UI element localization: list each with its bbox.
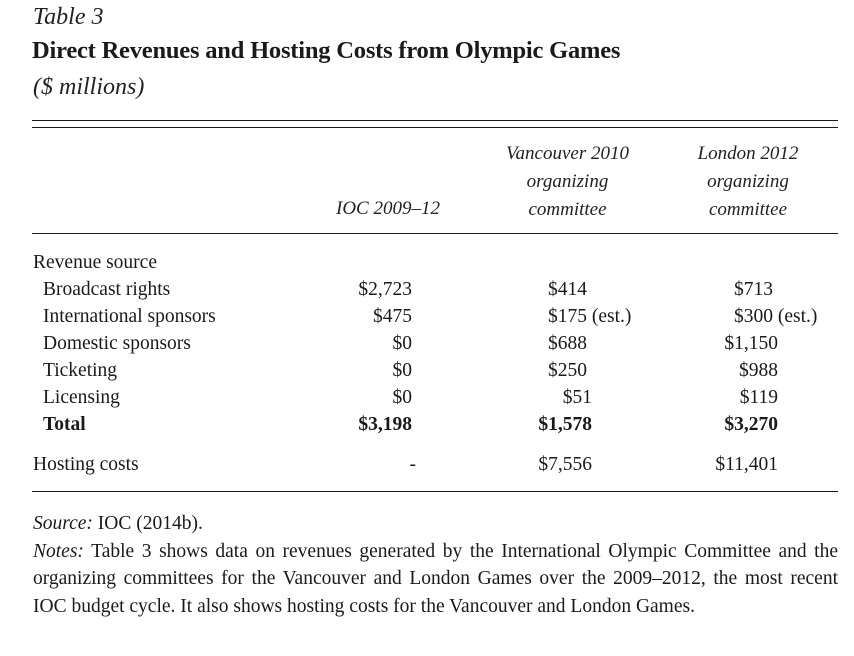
cell-london: $988 — [739, 360, 778, 381]
cell-ioc: $475 — [373, 306, 412, 327]
cell-vancouver: $414 — [548, 279, 587, 300]
cell-ioc: $0 — [392, 387, 413, 408]
column-header-london: London 2012 organizing committee — [668, 140, 828, 224]
cell-london: $1,150 — [724, 333, 778, 354]
cell-vancouver: $51 — [562, 387, 592, 408]
column-header-london-line-3: committee — [708, 199, 788, 220]
source-text: IOC (2014b). — [92, 513, 203, 534]
table-title: Direct Revenues and Hosting Costs from O… — [32, 37, 621, 64]
cell-ioc: $2,723 — [358, 279, 412, 300]
column-header-ioc-line-1: IOC 2009–12 — [336, 198, 440, 219]
notes-label: Notes: — [33, 540, 84, 562]
row-label: Domestic sponsors — [43, 333, 191, 354]
source-note: Source: IOC (2014b). — [33, 510, 838, 538]
row-label: Broadcast rights — [43, 279, 171, 300]
column-header-vancouver-line-2: organizing — [526, 171, 609, 192]
table-units: ($ millions) — [33, 74, 145, 100]
cell-vancouver: $175 (est.) — [548, 306, 632, 327]
section-label-revenue-source: Revenue source — [33, 252, 157, 273]
cell-london: $713 — [734, 279, 773, 300]
notes-paragraph: Notes: Table 3 shows data on revenues ge… — [33, 538, 838, 621]
column-header-vancouver: Vancouver 2010 organizing committee — [480, 140, 655, 224]
cell-ioc: $0 — [392, 360, 413, 381]
header-rule — [32, 233, 838, 234]
row-label: International sponsors — [43, 306, 216, 327]
cell-ioc: $0 — [392, 333, 413, 354]
table-label: Table 3 — [33, 4, 104, 30]
cell-vancouver: $250 — [548, 360, 587, 381]
row-label: Ticketing — [43, 360, 118, 381]
hosting-vancouver: $7,556 — [538, 454, 592, 475]
hosting-costs-label: Hosting costs — [33, 454, 139, 475]
source-label: Source: — [33, 513, 93, 534]
column-header-ioc: IOC 2009–12 — [308, 195, 468, 223]
total-london: $3,270 — [724, 414, 778, 435]
column-header-vancouver-line-1: Vancouver 2010 — [506, 143, 629, 164]
column-header-london-line-1: London 2012 — [697, 143, 799, 164]
column-header-london-line-2: organizing — [707, 171, 789, 192]
hosting-london: $11,401 — [715, 454, 778, 475]
cell-vancouver: $688 — [548, 333, 587, 354]
total-label: Total — [43, 414, 86, 435]
top-rule-2 — [32, 127, 838, 128]
hosting-ioc: - — [409, 454, 417, 475]
bottom-rule — [32, 491, 838, 492]
row-label: Licensing — [43, 387, 120, 408]
cell-london: $119 — [739, 387, 778, 408]
table-footnotes: Source: IOC (2014b). Notes: Table 3 show… — [33, 510, 838, 620]
column-header-vancouver-line-3: committee — [528, 199, 607, 220]
cell-london: $300 (est.) — [734, 306, 818, 327]
total-ioc: $3,198 — [358, 414, 412, 435]
notes-text: Table 3 shows data on revenues generated… — [33, 540, 838, 617]
total-vancouver: $1,578 — [538, 414, 592, 435]
top-rule-1 — [32, 120, 838, 121]
